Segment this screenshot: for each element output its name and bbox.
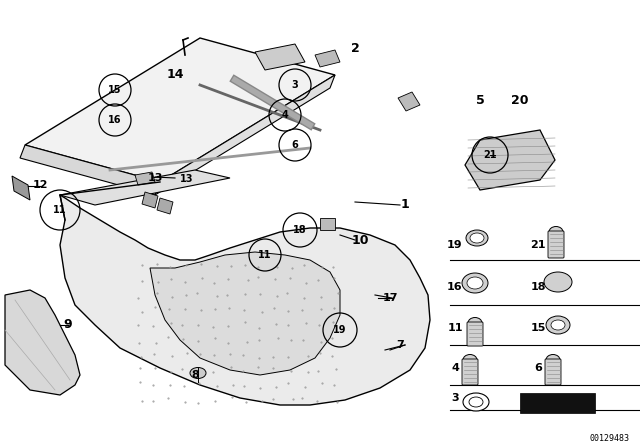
Ellipse shape (544, 272, 572, 292)
Text: 15: 15 (531, 323, 546, 333)
Polygon shape (12, 176, 30, 200)
Ellipse shape (549, 227, 563, 237)
Text: 6: 6 (292, 140, 298, 150)
Text: 16: 16 (447, 282, 463, 292)
Ellipse shape (470, 233, 484, 243)
Polygon shape (157, 198, 173, 214)
Ellipse shape (466, 230, 488, 246)
Text: 4: 4 (282, 110, 289, 120)
FancyBboxPatch shape (545, 359, 561, 385)
Polygon shape (520, 393, 595, 413)
Ellipse shape (463, 354, 477, 366)
Text: 00129483: 00129483 (590, 434, 630, 443)
Ellipse shape (190, 367, 206, 379)
Text: 21: 21 (483, 150, 497, 160)
Polygon shape (5, 290, 80, 395)
Text: 13: 13 (180, 174, 193, 184)
Ellipse shape (463, 393, 489, 411)
Polygon shape (315, 50, 340, 67)
Text: 19: 19 (333, 325, 347, 335)
Text: 18: 18 (293, 225, 307, 235)
Text: 16: 16 (108, 115, 122, 125)
Text: 11: 11 (447, 323, 463, 333)
Text: 8: 8 (191, 370, 199, 380)
Ellipse shape (551, 320, 565, 330)
Text: 19: 19 (447, 240, 463, 250)
Ellipse shape (546, 316, 570, 334)
Text: 9: 9 (64, 319, 72, 332)
Ellipse shape (469, 397, 483, 407)
FancyBboxPatch shape (462, 359, 478, 385)
Text: 2: 2 (351, 42, 360, 55)
Ellipse shape (546, 354, 560, 366)
Polygon shape (465, 130, 555, 190)
Text: 6: 6 (534, 363, 542, 373)
Text: 14: 14 (166, 69, 184, 82)
Polygon shape (155, 75, 335, 195)
Text: 15: 15 (108, 85, 122, 95)
Polygon shape (60, 170, 230, 205)
Ellipse shape (467, 277, 483, 289)
Polygon shape (398, 92, 420, 111)
Text: 3: 3 (451, 393, 459, 403)
Text: 7: 7 (396, 340, 404, 350)
Polygon shape (255, 44, 305, 70)
FancyBboxPatch shape (467, 322, 483, 346)
Text: 5: 5 (476, 94, 484, 107)
Ellipse shape (468, 318, 482, 328)
Text: 13: 13 (147, 173, 163, 183)
Polygon shape (20, 145, 160, 195)
Text: 3: 3 (292, 80, 298, 90)
Text: 10: 10 (351, 233, 369, 246)
Text: 12: 12 (32, 180, 48, 190)
Text: 1: 1 (401, 198, 410, 211)
Text: 11: 11 (53, 205, 67, 215)
Text: 11: 11 (259, 250, 272, 260)
Polygon shape (25, 38, 335, 182)
Polygon shape (320, 218, 335, 230)
Polygon shape (150, 252, 340, 375)
Text: 17: 17 (382, 293, 397, 303)
FancyBboxPatch shape (548, 231, 564, 258)
Polygon shape (60, 195, 430, 405)
Text: 18: 18 (531, 282, 546, 292)
Text: 20: 20 (511, 94, 529, 107)
Text: 4: 4 (451, 363, 459, 373)
Ellipse shape (462, 273, 488, 293)
Polygon shape (142, 192, 158, 208)
Text: 21: 21 (531, 240, 546, 250)
Polygon shape (135, 172, 155, 185)
